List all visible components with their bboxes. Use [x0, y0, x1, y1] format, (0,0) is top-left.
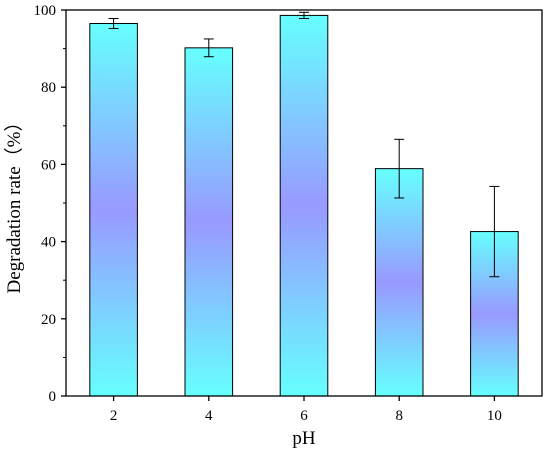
x-axis-label: pH: [292, 428, 316, 449]
bar-6: [279, 14, 329, 397]
y-tick-label-40: 40: [41, 235, 56, 251]
bars-layer: [89, 14, 519, 397]
x-tick-label-6: 6: [300, 408, 308, 424]
y-tick-label-20: 20: [41, 312, 56, 328]
x-tick-label-4: 4: [205, 408, 213, 424]
bar-4: [184, 47, 234, 397]
x-tick-label-8: 8: [395, 408, 403, 424]
y-tick-label-80: 80: [41, 80, 56, 96]
y-axis-label: Degradation rate（%）: [3, 113, 25, 294]
y-tick-label-100: 100: [34, 3, 57, 19]
bar-2: [89, 23, 138, 397]
x-axis: 2 4 6 8 10: [110, 396, 502, 424]
y-tick-label-0: 0: [49, 389, 57, 405]
error-bars-layer: [108, 11, 500, 278]
y-tick-label-60: 60: [41, 157, 56, 173]
y-axis: 0 20 40 60 80 100: [34, 3, 66, 405]
x-tick-label-2: 2: [110, 408, 118, 424]
x-tick-label-10: 10: [487, 408, 502, 424]
bar-8: [374, 168, 424, 397]
